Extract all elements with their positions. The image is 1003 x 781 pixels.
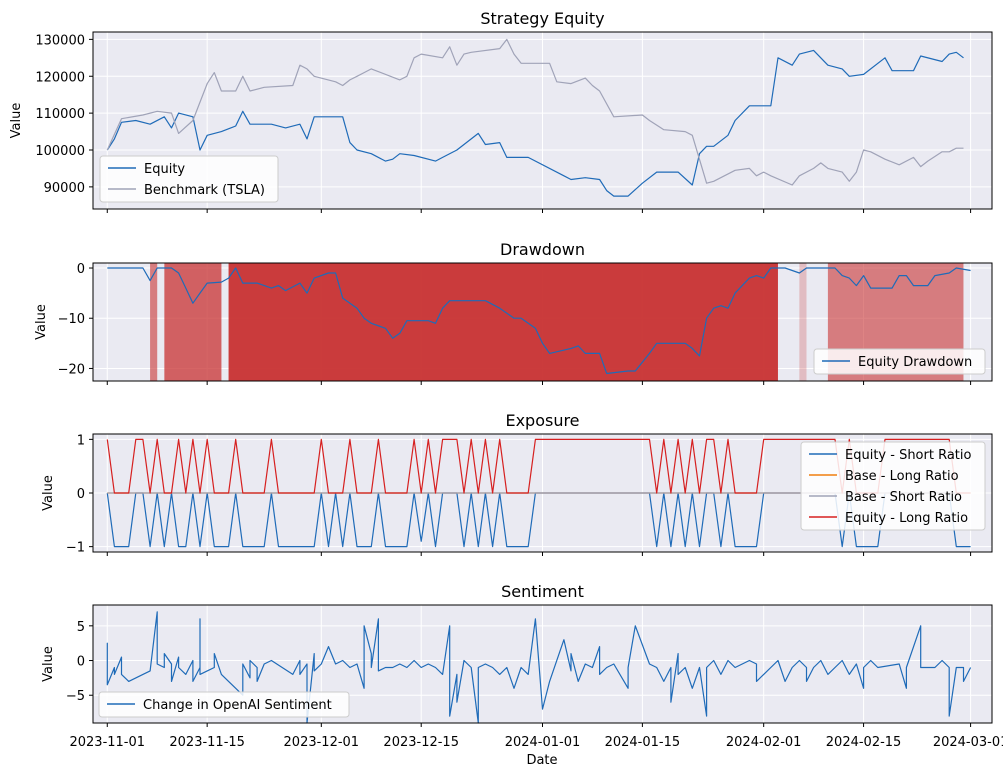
- plot-frame: [92, 262, 993, 382]
- legend: Equity Benchmark (TSLA): [99, 155, 279, 203]
- legend-box: [800, 441, 986, 531]
- panel-0: 90000 100000 110000 120000 130000 Strategy Eq…: [9, 9, 993, 213]
- y-tick-label: −10: [58, 312, 85, 327]
- legend-label: Equity: [144, 162, 185, 177]
- y-axis-label: Value: [41, 646, 56, 682]
- panel-2: 1 0 −1 Exposure Value Equity - Short Ratio Bas…: [41, 411, 993, 556]
- y-tick-label: −20: [58, 362, 85, 377]
- legend-label: Equity - Short Ratio: [845, 448, 972, 463]
- x-tick-label: 2024-02-01: [726, 735, 802, 750]
- x-tick-label: 2024-01-15: [605, 735, 681, 750]
- drawdown-period: [799, 263, 807, 381]
- legend-label: Equity - Long Ratio: [845, 511, 968, 526]
- y-tick-label: 90000: [44, 181, 85, 196]
- legend-box: [99, 155, 279, 203]
- legend-label: Benchmark (TSLA): [144, 183, 265, 198]
- panel-3: 2023-11-01 2023-11-15 2023-12-01 2023-12-15…: [41, 582, 1003, 750]
- series-benchmark-tsla: [106, 38, 964, 186]
- y-tick-label: 1: [77, 433, 85, 448]
- plot-frame: [92, 433, 993, 553]
- x-tick-label: 2023-12-01: [284, 735, 360, 750]
- x-tick-label: 2023-12-15: [383, 735, 459, 750]
- legend: Equity Drawdown: [813, 348, 986, 375]
- x-tick-label: 2023-11-01: [69, 735, 145, 750]
- chart-title: Exposure: [505, 411, 579, 430]
- legend-label: Change in OpenAI Sentiment: [143, 698, 332, 713]
- y-tick-label: 130000: [35, 33, 85, 48]
- chart-title: Drawdown: [500, 240, 585, 259]
- y-tick-label: 120000: [35, 70, 85, 85]
- legend-label: Base - Long Ratio: [845, 469, 959, 484]
- legend: Change in OpenAI Sentiment: [98, 691, 350, 718]
- plot-frame: [92, 604, 993, 724]
- legend-label: Base - Short Ratio: [845, 490, 962, 505]
- legend-label: Equity Drawdown: [858, 355, 972, 370]
- legend: Equity - Short Ratio Base - Long Ratio Bas…: [800, 441, 986, 531]
- chart-title: Sentiment: [501, 582, 584, 601]
- y-axis-label: Value: [41, 475, 56, 511]
- x-tick-label: 2023-11-15: [169, 735, 245, 750]
- y-tick-label: −1: [66, 541, 85, 556]
- y-axis-label: Value: [34, 304, 49, 340]
- y-tick-label: 5: [77, 620, 85, 635]
- y-tick-label: 100000: [35, 144, 85, 159]
- series-equity: [106, 49, 964, 197]
- legend-box: [813, 348, 986, 375]
- series-equity-short-ratio: [106, 492, 971, 548]
- y-axis-label: Value: [9, 103, 24, 139]
- drawdown-period: [228, 263, 778, 381]
- series-change-in-openai-sentiment: [106, 611, 972, 724]
- chart-title: Strategy Equity: [480, 9, 604, 28]
- y-tick-label: −5: [66, 689, 85, 704]
- x-tick-label: 2024-03-01: [933, 735, 1003, 750]
- legend-box: [98, 691, 350, 718]
- drawdown-period: [150, 263, 158, 381]
- panel-1: 0 −10 −20 Drawdown Value Equity Drawdown: [34, 240, 993, 385]
- y-tick-label: 0: [77, 655, 85, 670]
- series-equity-long-ratio: [106, 438, 971, 494]
- drawdown-period: [164, 263, 222, 381]
- plot-frame: [92, 31, 993, 210]
- x-axis-label: Date: [526, 753, 557, 768]
- y-tick-label: 110000: [35, 107, 85, 122]
- x-tick-label: 2024-01-01: [505, 735, 581, 750]
- y-tick-label: 0: [77, 262, 85, 277]
- series-equity-drawdown: [107, 267, 971, 375]
- x-tick-label: 2024-02-15: [826, 735, 902, 750]
- y-tick-label: 0: [77, 487, 85, 502]
